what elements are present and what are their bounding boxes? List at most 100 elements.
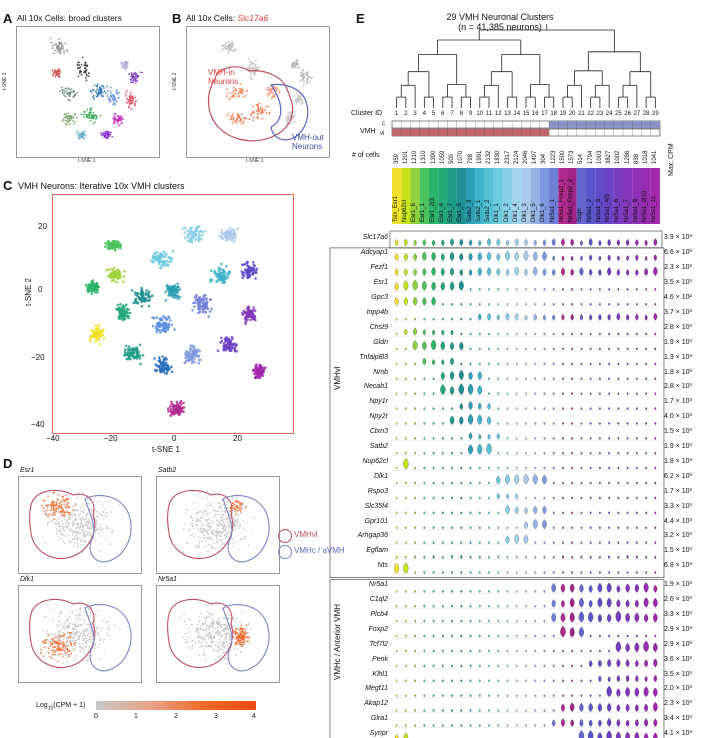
d-gene-4: Nr5a1 <box>158 576 178 583</box>
d-tsne-satb2 <box>166 489 270 563</box>
cluster-id-15: 15 <box>522 111 530 117</box>
max-cpm-nts: 6.8 × 10³ <box>664 562 692 570</box>
cluster-name-6: Esr1_4 <box>438 202 445 222</box>
max-cpm-npy2r: 4.0 × 10³ <box>664 413 692 421</box>
max-cpm-egflam: 1.5 × 10³ <box>664 547 692 555</box>
max-cpm-satb2: 1.9 × 10³ <box>664 443 692 451</box>
cluster-id-11: 11 <box>485 111 493 117</box>
colorbar-tick-1: 1 <box>134 713 138 720</box>
cluster-name-24: Nr5a1_4|5 <box>605 194 612 222</box>
panel-a-xlabel: t-SNE 1 <box>78 158 96 164</box>
gene-label-slc35f4: Slc35f4 <box>364 502 388 510</box>
cluster-name-17: Dlk1_6 <box>540 203 547 222</box>
cell-count-9: 798 <box>467 153 474 164</box>
cluster-id-5: 5 <box>431 111 436 117</box>
colorbar <box>96 701 256 710</box>
max-cpm-nr5a1: 1.9 × 10³ <box>664 581 692 589</box>
max-cpm-tnfaip8l3: 1.3 × 10³ <box>664 353 692 361</box>
cluster-name-7: Esr1_7 <box>448 202 455 222</box>
gene-label-megf11: Megf11 <box>365 685 388 693</box>
cluster-id-17: 17 <box>541 111 548 117</box>
cluster-id-23: 23 <box>596 111 604 117</box>
d-gene-2: Satb2 <box>158 467 177 474</box>
max-cpm-slc35f4: 3.3 × 10³ <box>664 502 692 510</box>
d-plot-esr1 <box>18 476 142 574</box>
cluster-id-4: 4 <box>422 111 426 117</box>
vmhc-legend-swatch <box>278 545 292 559</box>
cell-count-28: 1018 <box>643 150 650 164</box>
cluster-name-28: Nr5a1_9|10 <box>642 190 649 222</box>
gene-label-egflam: Egflam <box>366 547 388 555</box>
gene-label-rspo3: Rspo3 <box>367 487 388 495</box>
cell-count-23: 1003 <box>596 150 603 164</box>
cell-count-15: 2046 <box>522 150 529 164</box>
d-tsne-dlk1 <box>28 598 132 672</box>
cluster-id-20: 20 <box>568 111 576 117</box>
cluster-id-28: 28 <box>642 111 650 117</box>
cell-count-19: 1500 <box>559 150 566 164</box>
cluster-id-25: 25 <box>615 111 622 117</box>
max-cpm-ctxn3: 1.5 × 10³ <box>664 428 692 436</box>
cell-count-17: 304 <box>541 153 548 164</box>
max-cpm-arhgap36: 3.2 × 10³ <box>664 532 692 540</box>
cluster-id-label: Cluster ID <box>351 110 383 117</box>
cluster-id-16: 16 <box>531 111 539 117</box>
cluster-id-21: 21 <box>578 111 585 117</box>
cluster-name-18: Nr5a1_1 <box>549 198 556 222</box>
panel-c-xtick-3: 0 <box>172 434 177 443</box>
gene-label-glra1: Glra1 <box>370 715 388 723</box>
ncells-label: # of cells <box>352 152 380 159</box>
gene-label-chst9: Chst9 <box>369 323 388 331</box>
vmhvl-legend-swatch <box>278 529 292 543</box>
cell-count-14: 2124 <box>513 150 520 164</box>
cluster-name-29: Nr5a1_11 <box>651 196 658 222</box>
panel-c-ytick-4: −40 <box>31 420 45 429</box>
max-cpm-penk: 3.6 × 10³ <box>664 655 692 663</box>
cluster-name-12: Dlk1_1 <box>494 203 501 222</box>
panel-c-xlabel: t-SNE 1 <box>152 445 181 454</box>
cluster-id-29: 29 <box>651 111 659 117</box>
cluster-name-11: Satb2_2 <box>485 199 492 222</box>
gene-label-nts: Nts <box>377 562 389 570</box>
gene-label-foxp2: Foxp2 <box>368 625 388 633</box>
cluster-name-13: Dlk1_2 <box>503 203 510 222</box>
max-cpm-klhl1: 3.5 × 10³ <box>664 670 692 678</box>
gene-label-gpc3: Gpc3 <box>371 294 388 302</box>
panel-c-tsne <box>84 225 267 417</box>
cluster-id-3: 3 <box>413 111 417 117</box>
max-cpm-c1ql2: 2.6 × 10³ <box>664 596 692 604</box>
vmhvl-legend-label: VMHvl <box>294 530 318 539</box>
panel-c-plot <box>52 194 294 434</box>
cluster-id-7: 7 <box>450 111 454 117</box>
max-cpm-inpp4b: 3.7 × 10³ <box>664 308 692 316</box>
vmhc-legend-label: VMHc / aVMH <box>294 546 345 555</box>
cell-count-26: 1286 <box>624 150 631 164</box>
cell-count-21: 514 <box>578 153 585 164</box>
gene-label-slc17a6: Slc17a6 <box>362 234 388 242</box>
gene-label-arhgap36: Arhgap36 <box>357 532 388 540</box>
panel-b-xlabel: t-SNE 1 <box>246 158 264 164</box>
cluster-name-4: Esr1_1 <box>420 202 427 222</box>
cell-count-1: 359 <box>393 153 400 164</box>
panel-c-letter: C <box>3 178 13 193</box>
max-cpm-glra1: 3.4 × 10³ <box>664 715 692 723</box>
cell-count-16: 1497 <box>532 150 539 164</box>
d-plot-dlk1 <box>18 585 142 683</box>
cluster-id-27: 27 <box>633 111 641 117</box>
maxcpm-label: Max. CPM <box>668 143 675 176</box>
gene-label-adcyap1: Adcyap1 <box>360 249 388 257</box>
cluster-name-1: Tsix_Esr1 <box>392 195 399 222</box>
max-cpm-foxp2: 2.9 × 10³ <box>664 625 692 633</box>
vmh-out-label: VMH-out Neurons <box>292 133 324 151</box>
cell-count-10: 1991 <box>476 150 483 164</box>
cluster-id-1: 1 <box>394 111 399 117</box>
d-gene-1: Esr1 <box>20 467 35 474</box>
gene-label-necab1: Necab1 <box>363 383 388 391</box>
max-cpm-rspo3: 1.7 × 10³ <box>664 487 692 495</box>
max-cpm-dlk1: 6.2 × 10³ <box>664 472 692 480</box>
colorbar-tick-4: 4 <box>252 713 256 720</box>
gene-label-fezf1: Fezf1 <box>370 264 388 272</box>
gene-label-c1ql2: C1ql2 <box>369 596 388 604</box>
cell-count-18: 1223 <box>550 150 557 164</box>
max-cpm-gldn: 1.9 × 10³ <box>664 338 692 346</box>
